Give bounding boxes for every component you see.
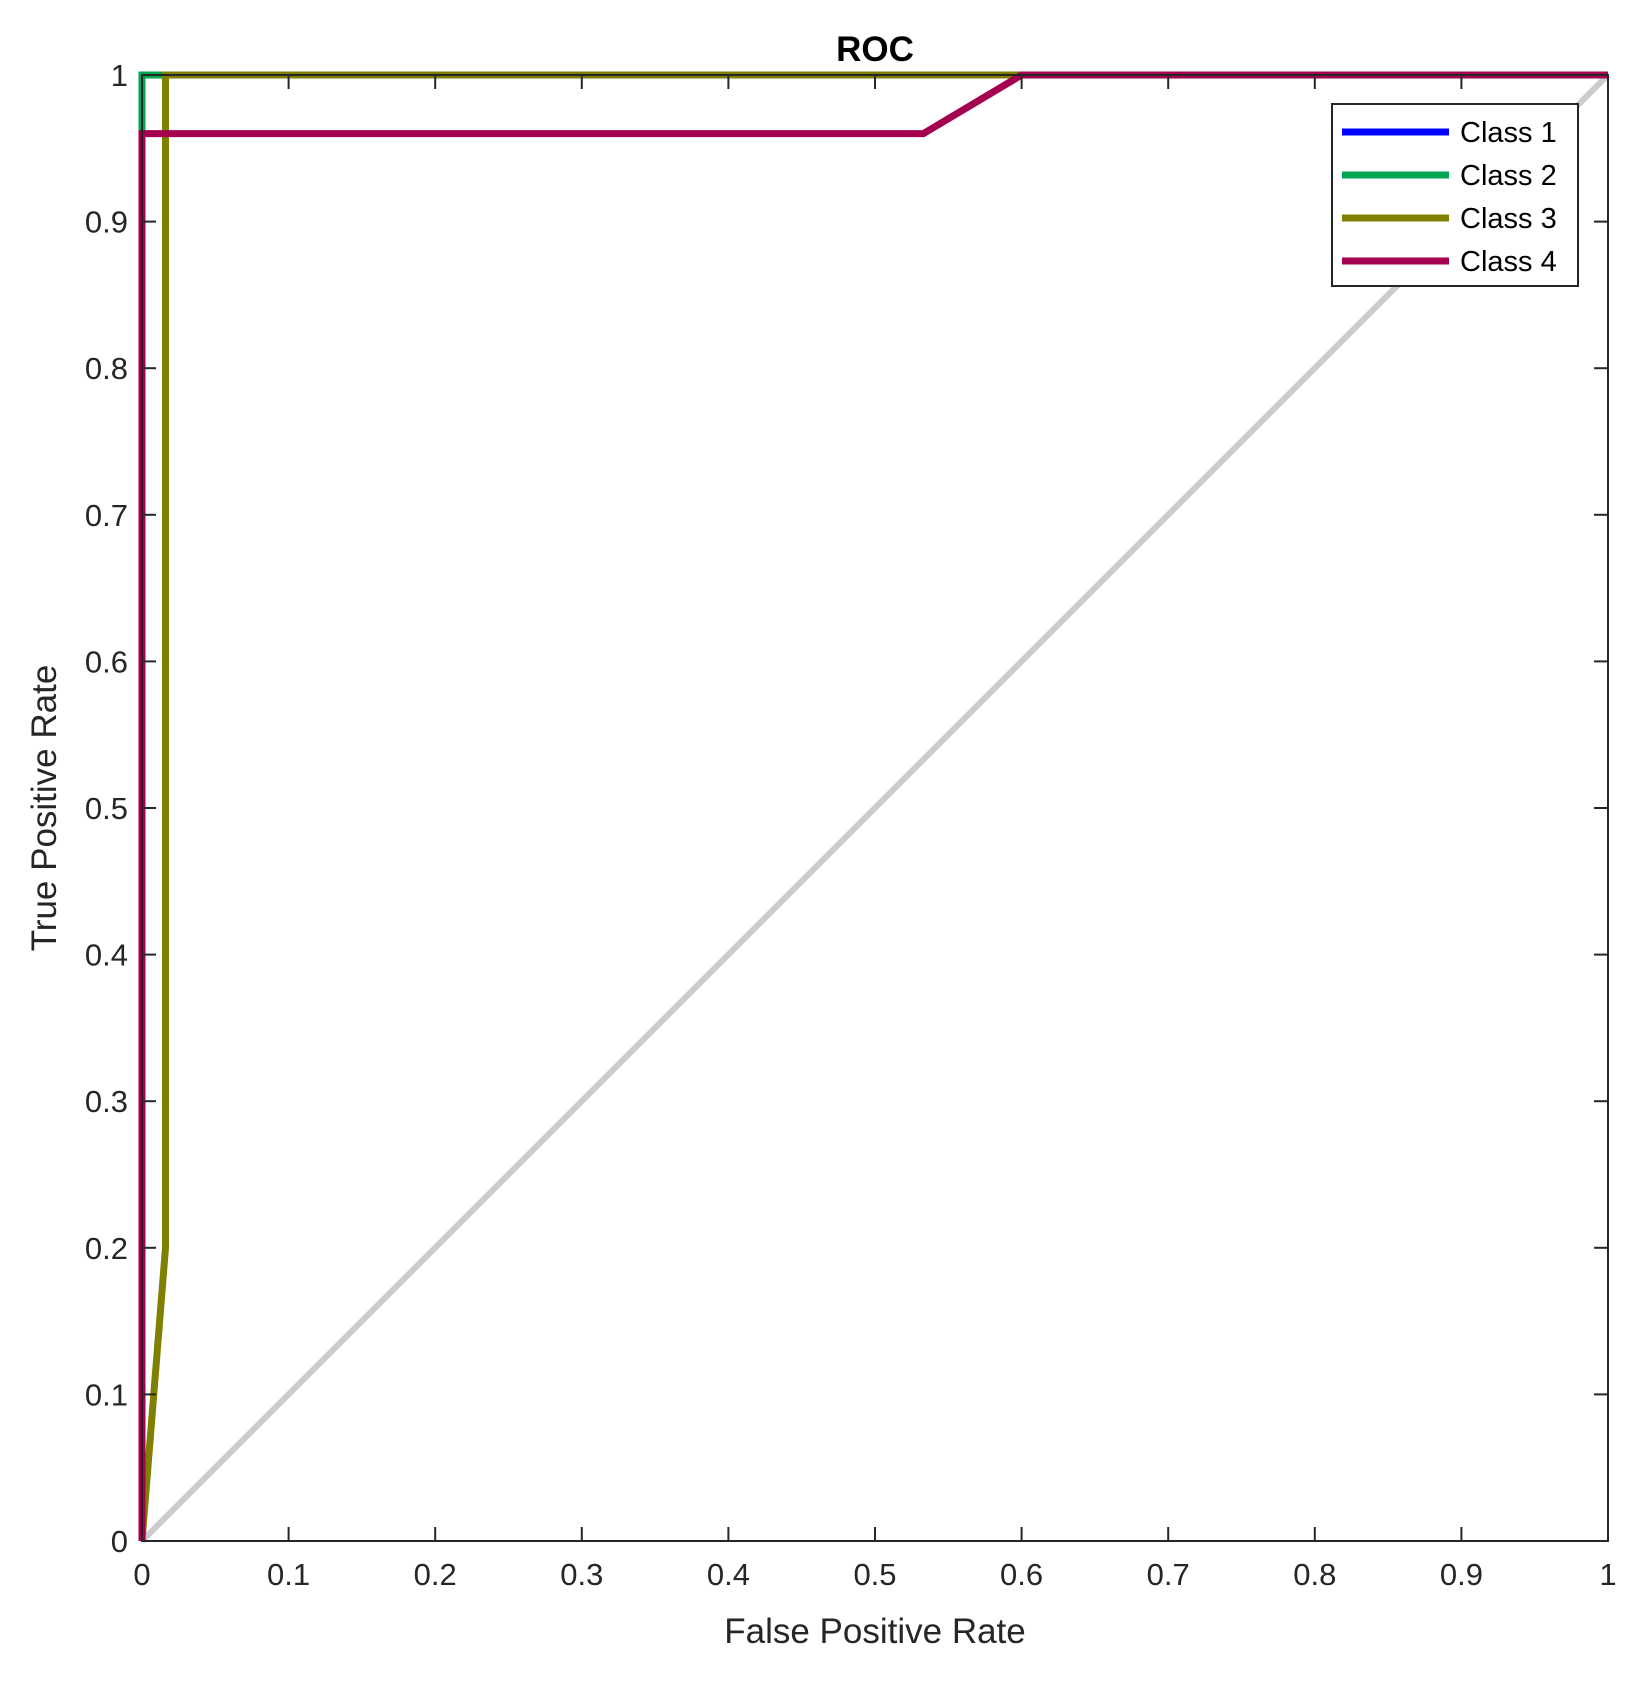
x-tick-label: 0.9	[1440, 1557, 1483, 1592]
x-tick-label: 0.4	[707, 1557, 750, 1592]
x-tick-label: 0.7	[1147, 1557, 1190, 1592]
x-tick-label: 0.5	[853, 1557, 896, 1592]
y-tick-label: 0.8	[85, 351, 128, 386]
legend-label-class-3: Class 3	[1460, 203, 1557, 235]
x-axis-label: False Positive Rate	[724, 1612, 1026, 1651]
x-tick-label: 0.3	[560, 1557, 603, 1592]
diagonal-reference-line	[139, 72, 1611, 1544]
x-tick-label: 1	[1599, 1557, 1616, 1592]
chart-title: ROC	[836, 30, 914, 69]
y-tick-label: 0.3	[85, 1084, 128, 1119]
y-tick-label: 0.6	[85, 644, 128, 679]
legend-label-class-2: Class 2	[1460, 160, 1557, 192]
y-tick-label: 1	[111, 58, 128, 93]
x-tick-label: 0.8	[1293, 1557, 1336, 1592]
x-tick-label: 0	[133, 1557, 150, 1592]
x-tick-label: 0.1	[267, 1557, 310, 1592]
y-tick-label: 0.9	[85, 205, 128, 240]
y-tick-label: 0	[111, 1524, 128, 1559]
x-tick-label: 0.2	[414, 1557, 457, 1592]
legend: Class 1 Class 2 Class 3 Class 4	[1331, 103, 1579, 287]
legend-label-class-1: Class 1	[1460, 117, 1557, 149]
x-tick-label: 0.6	[1000, 1557, 1043, 1592]
y-tick-label: 0.2	[85, 1231, 128, 1266]
y-tick-label: 0.7	[85, 498, 128, 533]
y-tick-label: 0.1	[85, 1377, 128, 1412]
y-tick-label: 0.4	[85, 938, 128, 973]
y-tick-label: 0.5	[85, 791, 128, 826]
y-axis-label: True Positive Rate	[25, 665, 64, 952]
legend-label-class-4: Class 4	[1460, 246, 1557, 278]
